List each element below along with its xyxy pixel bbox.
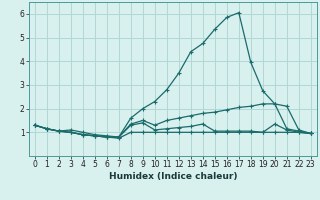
X-axis label: Humidex (Indice chaleur): Humidex (Indice chaleur) [108,172,237,181]
